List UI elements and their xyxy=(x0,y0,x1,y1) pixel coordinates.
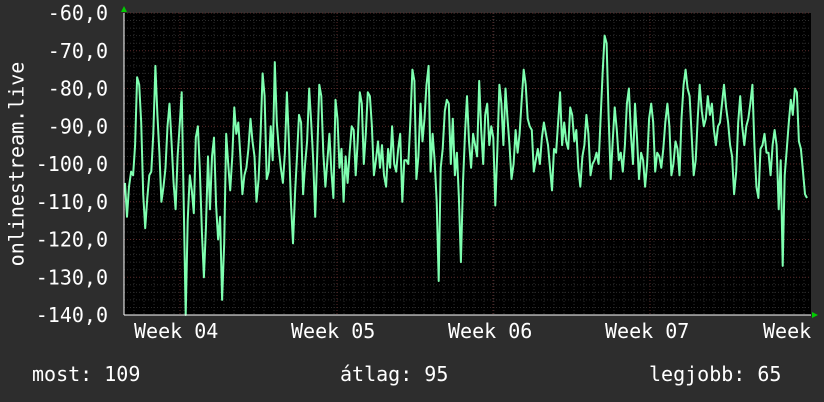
x-tick-label: Week 04 xyxy=(134,319,218,343)
x-tick-label: Week 07 xyxy=(605,319,689,343)
x-axis-arrow-icon xyxy=(812,312,818,318)
y-tick-label: -60,0 xyxy=(48,1,108,25)
x-ticks: Week 04 Week 05 Week 06 Week 07 Week xyxy=(134,319,811,343)
stat-current: most: 109 xyxy=(32,362,141,386)
y-ticks: -60,0 -70,0 -80,0 -90,0 -100,0 -110,0 -120,0 -1… xyxy=(36,1,108,327)
x-tick-label: Week 06 xyxy=(448,319,532,343)
y-tick-label: -130,0 xyxy=(36,265,108,289)
x-tick-label: Week 05 xyxy=(291,319,375,343)
y-tick-label: -90,0 xyxy=(48,114,108,138)
y-tick-label: -110,0 xyxy=(36,190,108,214)
plot-area xyxy=(124,13,811,315)
y-axis-arrow-icon xyxy=(121,6,127,12)
y-tick-label: -80,0 xyxy=(48,77,108,101)
y-tick-label: -120,0 xyxy=(36,228,108,252)
y-tick-label: -100,0 xyxy=(36,152,108,176)
y-axis-label: onlinestream.live xyxy=(5,62,29,267)
y-tick-label: -70,0 xyxy=(48,39,108,63)
stat-best: legjobb: 65 xyxy=(649,362,782,386)
y-tick-label: -140,0 xyxy=(36,303,108,327)
stat-average: átlag: 95 xyxy=(340,362,449,386)
series-line xyxy=(124,34,808,316)
x-tick-label: Week xyxy=(763,319,811,343)
